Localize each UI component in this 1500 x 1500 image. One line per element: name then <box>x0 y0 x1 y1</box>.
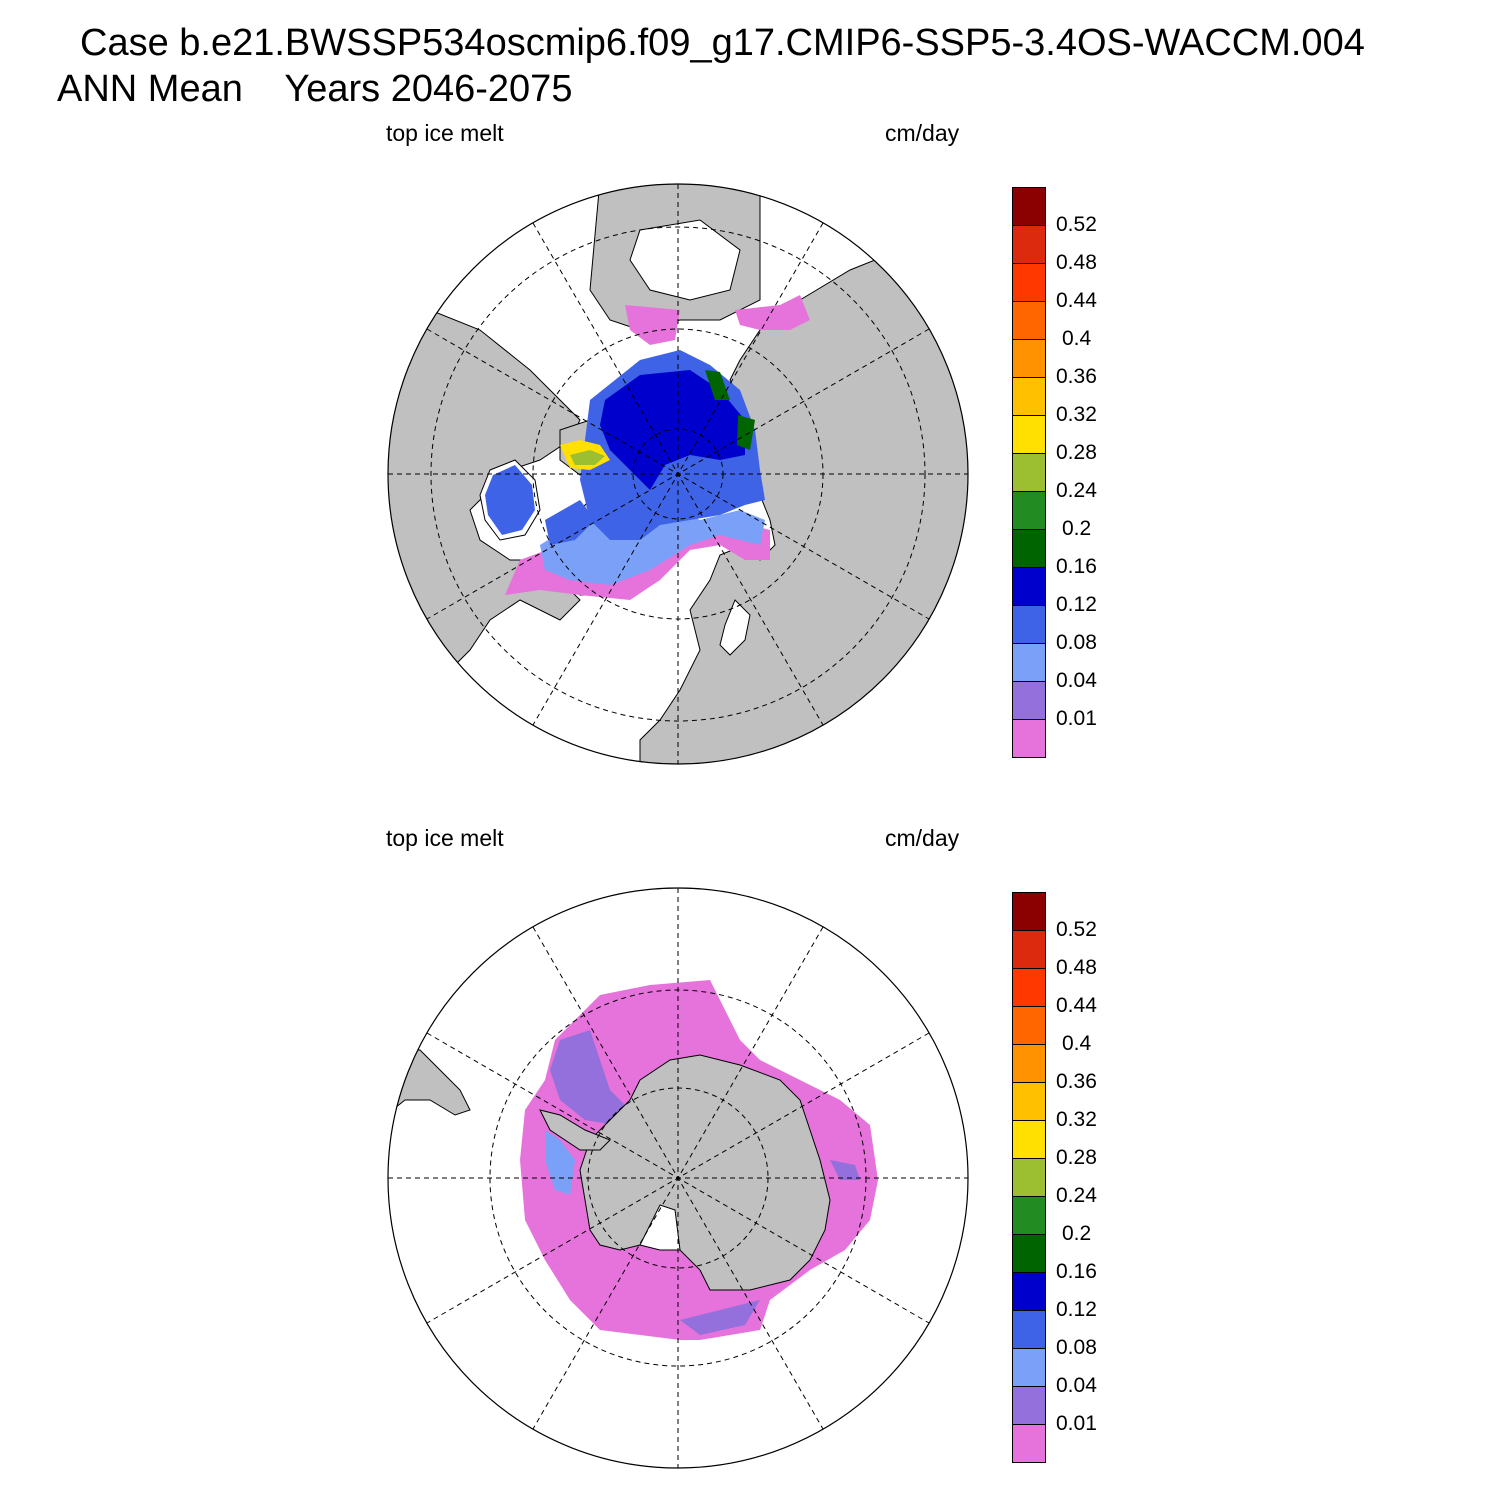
south-colorbar-swatch <box>1012 1310 1046 1349</box>
south-colorbar-swatch <box>1012 1348 1046 1387</box>
south-land-antarctica <box>579 1054 831 1291</box>
north-colorbar-swatch <box>1012 643 1046 682</box>
north-land-america <box>388 299 581 701</box>
north-ice-baffin-blue <box>545 500 595 545</box>
south-colorbar-label: 0.12 <box>1056 1298 1097 1321</box>
north-ice-darkblue <box>600 370 745 490</box>
north-colorbar-swatch <box>1012 415 1046 454</box>
north-colorbar-label: 0.2 <box>1062 517 1092 540</box>
south-colorbar-label: 0.16 <box>1056 1260 1097 1283</box>
south-colorbar-label: 0.04 <box>1056 1374 1097 1397</box>
south-colorbar-swatch <box>1012 1196 1046 1235</box>
figure-title-line1: Case b.e21.BWSSP534oscmip6.f09_g17.CMIP6… <box>80 22 1365 64</box>
north-colorbar-swatch <box>1012 529 1046 568</box>
north-sea-baltic <box>719 599 751 656</box>
north-colorbar-label: 0.4 <box>1062 327 1092 350</box>
south-colorbar-label: 0.4 <box>1062 1032 1092 1055</box>
north-units-label: cm/day <box>885 120 960 146</box>
north-colorbar-swatch <box>1012 567 1046 606</box>
north-ice-olive-archipelago <box>570 450 605 465</box>
north-colorbar-swatch <box>1012 719 1046 758</box>
north-colorbar-label: 0.32 <box>1056 403 1097 426</box>
south-colorbar-label: 0.2 <box>1062 1222 1092 1245</box>
north-colorbar-label: 0.01 <box>1056 707 1097 730</box>
north-ice-green-east2 <box>737 415 755 450</box>
figure-title-line2: ANN Mean Years 2046-2075 <box>57 68 573 110</box>
south-colorbar-swatch <box>1012 1272 1046 1311</box>
south-colorbar-label: 0.36 <box>1056 1070 1097 1093</box>
north-sea-bering <box>629 219 741 301</box>
south-ice-purple-east <box>830 1160 860 1180</box>
south-colorbar-swatch <box>1012 1082 1046 1121</box>
north-colorbar-swatch <box>1012 187 1046 226</box>
south-colorbar-swatch <box>1012 1006 1046 1045</box>
north-colorbar-swatch <box>1012 339 1046 378</box>
north-colorbar-label: 0.08 <box>1056 631 1097 654</box>
north-ice-pink-bering <box>735 295 810 330</box>
south-graticule <box>388 888 968 1468</box>
north-variable-label: top ice melt <box>386 120 504 146</box>
south-land-peninsula <box>539 1109 611 1151</box>
south-units-label: cm/day <box>885 825 960 851</box>
south-colorbar-swatch <box>1012 1234 1046 1273</box>
north-colorbar-label: 0.04 <box>1056 669 1097 692</box>
north-colorbar-swatch <box>1012 377 1046 416</box>
north-colorbar-label: 0.48 <box>1056 251 1097 274</box>
north-ice-green-east <box>705 370 730 400</box>
south-colorbar-label: 0.24 <box>1056 1184 1097 1207</box>
south-colorbar-swatch <box>1012 1386 1046 1425</box>
south-colorbar-label: 0.52 <box>1056 918 1097 941</box>
north-polar-map <box>388 184 968 764</box>
south-variable-label: top ice melt <box>386 825 504 851</box>
north-graticule <box>388 184 968 764</box>
north-colorbar-label: 0.36 <box>1056 365 1097 388</box>
south-colorbar-label: 0.08 <box>1056 1336 1097 1359</box>
north-colorbar-swatch <box>1012 453 1046 492</box>
north-colorbar-swatch <box>1012 301 1046 340</box>
south-colorbar-swatch <box>1012 1158 1046 1197</box>
north-colorbar-label: 0.52 <box>1056 213 1097 236</box>
north-colorbar-label: 0.16 <box>1056 555 1097 578</box>
south-polar-map <box>388 888 968 1468</box>
south-colorbar-swatch <box>1012 1044 1046 1083</box>
south-ice-purple-ross <box>680 1300 760 1335</box>
north-colorbar-swatch <box>1012 681 1046 720</box>
south-colorbar-swatch <box>1012 930 1046 969</box>
north-colorbar-label: 0.44 <box>1056 289 1097 312</box>
north-map-border <box>387 183 969 765</box>
north-colorbar-label: 0.12 <box>1056 593 1097 616</box>
north-colorbar: 0.52 0.48 0.44 0.4 0.36 0.32 0.28 0.24 0.2 0.16 0.… <box>1012 187 1097 758</box>
south-colorbar-label: 0.48 <box>1056 956 1097 979</box>
south-colorbar-label: 0.28 <box>1056 1146 1097 1169</box>
south-colorbar-swatch <box>1012 1424 1046 1463</box>
south-map-border <box>387 887 969 1469</box>
south-colorbar-swatch <box>1012 1120 1046 1159</box>
north-colorbar-label: 0.24 <box>1056 479 1097 502</box>
south-colorbar-label: 0.32 <box>1056 1108 1097 1131</box>
south-colorbar: 0.52 0.48 0.44 0.4 0.36 0.32 0.28 0.24 0.2 0.16 0.… <box>1012 892 1097 1463</box>
south-colorbar-label: 0.44 <box>1056 994 1097 1017</box>
north-colorbar-swatch <box>1012 491 1046 530</box>
south-colorbar-swatch <box>1012 968 1046 1007</box>
north-colorbar-label: 0.28 <box>1056 441 1097 464</box>
north-colorbar-swatch <box>1012 605 1046 644</box>
north-ice-hudson-blue <box>485 465 535 535</box>
south-colorbar-label: 0.01 <box>1056 1412 1097 1435</box>
north-colorbar-swatch <box>1012 263 1046 302</box>
north-ice-pink-top <box>625 305 680 345</box>
north-colorbar-swatch <box>1012 225 1046 264</box>
south-colorbar-swatch <box>1012 892 1046 931</box>
south-ice-lightblue-peninsula <box>545 1130 575 1195</box>
south-ice-purple-weddell <box>550 1030 630 1125</box>
